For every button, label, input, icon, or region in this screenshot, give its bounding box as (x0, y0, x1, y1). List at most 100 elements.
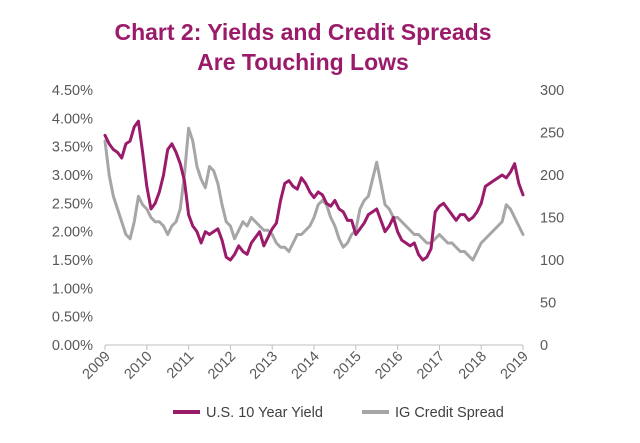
yield-point (179, 162, 182, 165)
yield-point (183, 179, 186, 182)
yield-point (329, 204, 332, 208)
spread-point (266, 229, 270, 232)
spread-point (195, 165, 199, 168)
yield-point (107, 142, 111, 146)
spread-point (413, 233, 416, 236)
yield-point (463, 213, 466, 216)
spread-point (174, 220, 178, 223)
yield-point (296, 187, 299, 191)
spread-point (212, 169, 215, 172)
spread-point (296, 233, 299, 236)
yield-point (271, 227, 274, 231)
spread-point (208, 165, 211, 168)
spread-point (459, 250, 462, 253)
yield-point (208, 233, 211, 236)
yield-point (174, 151, 178, 154)
yield-point (216, 227, 220, 231)
yield-point (279, 199, 282, 202)
yield-point (321, 193, 324, 197)
yield-point (291, 185, 295, 188)
yield-point (500, 173, 504, 177)
spread-point (133, 220, 136, 223)
spread-point (191, 139, 194, 143)
x-tick-label: 2015 (330, 349, 364, 383)
series-yield (103, 119, 525, 262)
yield-line (103, 119, 525, 262)
yield-point (225, 255, 228, 259)
spread-point (488, 233, 491, 236)
y-left-tick-label: 3.00% (52, 168, 93, 184)
spread-point (145, 207, 148, 211)
spread-point (220, 203, 224, 206)
y-right-tick-label: 200 (540, 168, 564, 184)
yield-point (442, 202, 445, 205)
spread-point (446, 241, 449, 245)
spread-point (187, 127, 190, 130)
x-tick-label: 2018 (456, 349, 490, 383)
spread-point (496, 224, 500, 228)
yield-point (124, 142, 128, 146)
yield-point (250, 241, 253, 245)
spread-point (124, 233, 128, 236)
y-left-tick-label: 2.50% (52, 196, 93, 212)
spread-point (250, 216, 253, 219)
yield-point (521, 193, 525, 197)
spread-point (316, 203, 320, 206)
yield-point (237, 244, 240, 248)
spread-point (199, 178, 203, 181)
x-tick-label: 2019 (498, 349, 532, 383)
yield-point (358, 227, 362, 231)
yield-point (220, 238, 224, 242)
spread-point (467, 254, 470, 257)
yield-point (429, 247, 433, 250)
spread-point (463, 250, 466, 253)
spread-point (204, 186, 207, 189)
yield-point (413, 241, 416, 245)
yield-point (488, 182, 491, 185)
yield-point (254, 236, 257, 239)
spread-point (304, 229, 307, 232)
yield-point (112, 148, 115, 151)
spread-point (513, 216, 516, 219)
y-left-tick-label: 0.00% (52, 338, 93, 354)
yield-point (404, 241, 408, 245)
spread-point (216, 182, 220, 185)
yield-point (287, 179, 291, 182)
spread-point (517, 224, 521, 228)
spread-point (480, 241, 483, 245)
y-left-tick-label: 0.50% (52, 310, 93, 326)
yield-point (400, 238, 403, 242)
yield-point (162, 173, 165, 177)
spread-point (505, 203, 508, 206)
spread-point (308, 224, 312, 228)
spread-point (116, 207, 119, 211)
spread-point (471, 258, 475, 262)
yield-point (333, 199, 337, 202)
yield-point (325, 202, 328, 205)
spread-point (475, 250, 479, 253)
yield-point (396, 230, 399, 233)
spread-point (342, 246, 345, 249)
spread-point (408, 229, 412, 232)
yield-point (484, 185, 487, 188)
yield-point (212, 230, 215, 233)
spread-point (358, 207, 362, 211)
yield-point (346, 219, 349, 222)
y-right-tick-label: 250 (540, 126, 564, 142)
yield-point (434, 210, 437, 214)
y-right-tick-label: 150 (540, 211, 564, 227)
spread-point (241, 220, 245, 223)
spread-point (509, 207, 512, 211)
spread-point (170, 224, 174, 228)
x-tick-label: 2014 (289, 349, 323, 383)
chart-title-line1: Chart 2: Yields and Credit Spreads (114, 19, 491, 45)
yield-point (141, 151, 144, 154)
spread-point (137, 195, 140, 198)
spread-point (179, 207, 182, 211)
spread-point (229, 224, 232, 228)
yield-point (241, 250, 245, 253)
yield-point (262, 244, 266, 248)
yield-point (496, 176, 500, 180)
spread-point (162, 224, 165, 228)
